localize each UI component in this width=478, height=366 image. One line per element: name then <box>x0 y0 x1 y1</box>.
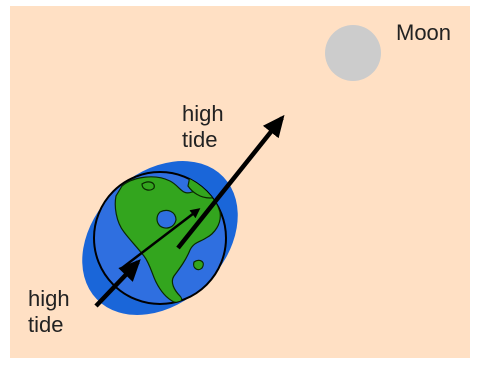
high-tide-label-lower: high tide <box>28 286 70 338</box>
tide-arrow-lower <box>94 259 141 308</box>
diagram-canvas <box>82 25 381 315</box>
high-tide-label-upper: high tide <box>182 101 224 153</box>
moon-label: Moon <box>396 20 452 45</box>
earth-axis-arrow <box>121 208 201 269</box>
tide-arrow-upper <box>176 114 285 250</box>
moon-circle-icon <box>325 25 381 81</box>
tide-diagram: Moon high tide high tide <box>10 6 470 358</box>
